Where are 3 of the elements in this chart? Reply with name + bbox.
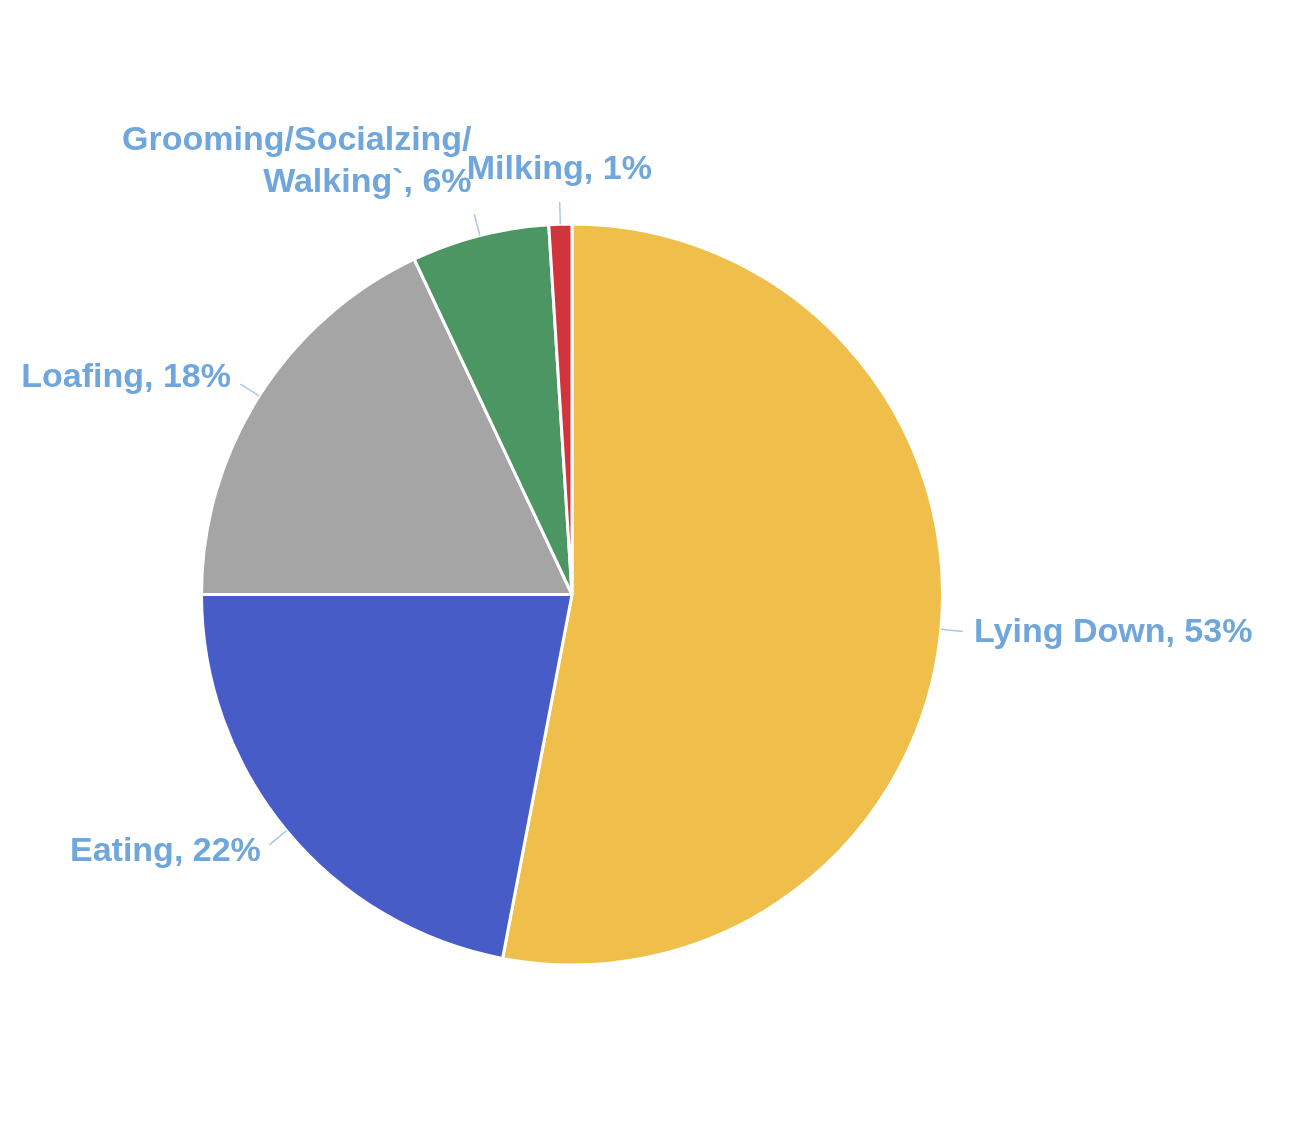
slice-label: Eating, 22% <box>69 830 261 869</box>
slice-label: Lying Down, 53% <box>974 610 1253 649</box>
slice-label: Loafing, 18% <box>21 356 232 395</box>
